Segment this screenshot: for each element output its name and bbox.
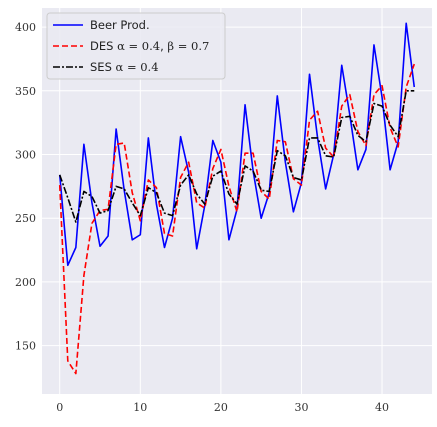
legend-des-sep: , <box>160 39 167 53</box>
legend: Beer Prod. DES α = 0.4, β = 0.7 SES α = … <box>46 12 226 80</box>
tick-labels: 0 10 20 30 40 150 200 250 300 350 400 <box>15 21 389 414</box>
legend-box <box>46 12 226 80</box>
y-tick-label: 400 <box>15 21 36 34</box>
legend-label-des: DES α = 0.4, β = 0.7 <box>90 39 209 53</box>
x-tick-label: 20 <box>214 401 228 414</box>
legend-label-beer: Beer Prod. <box>90 18 150 32</box>
y-tick-label: 350 <box>15 85 36 98</box>
series-layer <box>58 22 416 375</box>
legend-ses-alpha: α = 0.4 <box>116 60 159 74</box>
x-tick-label: 0 <box>56 401 63 414</box>
legend-des-alpha: α = 0.4 <box>117 39 160 53</box>
y-tick-label: 200 <box>15 276 36 289</box>
legend-ses-prefix: SES <box>90 60 116 74</box>
series-ses-line <box>58 90 415 223</box>
x-tick-label: 30 <box>294 401 308 414</box>
legend-label-ses: SES α = 0.4 <box>90 60 159 74</box>
x-tick-label: 10 <box>133 401 147 414</box>
x-tick-label: 40 <box>375 401 389 414</box>
legend-des-prefix: DES <box>90 39 117 53</box>
series-des-line <box>58 63 416 375</box>
y-tick-label: 300 <box>15 149 36 162</box>
y-tick-label: 250 <box>15 212 36 225</box>
y-tick-label: 150 <box>15 340 36 353</box>
legend-des-beta: β = 0.7 <box>167 39 209 53</box>
